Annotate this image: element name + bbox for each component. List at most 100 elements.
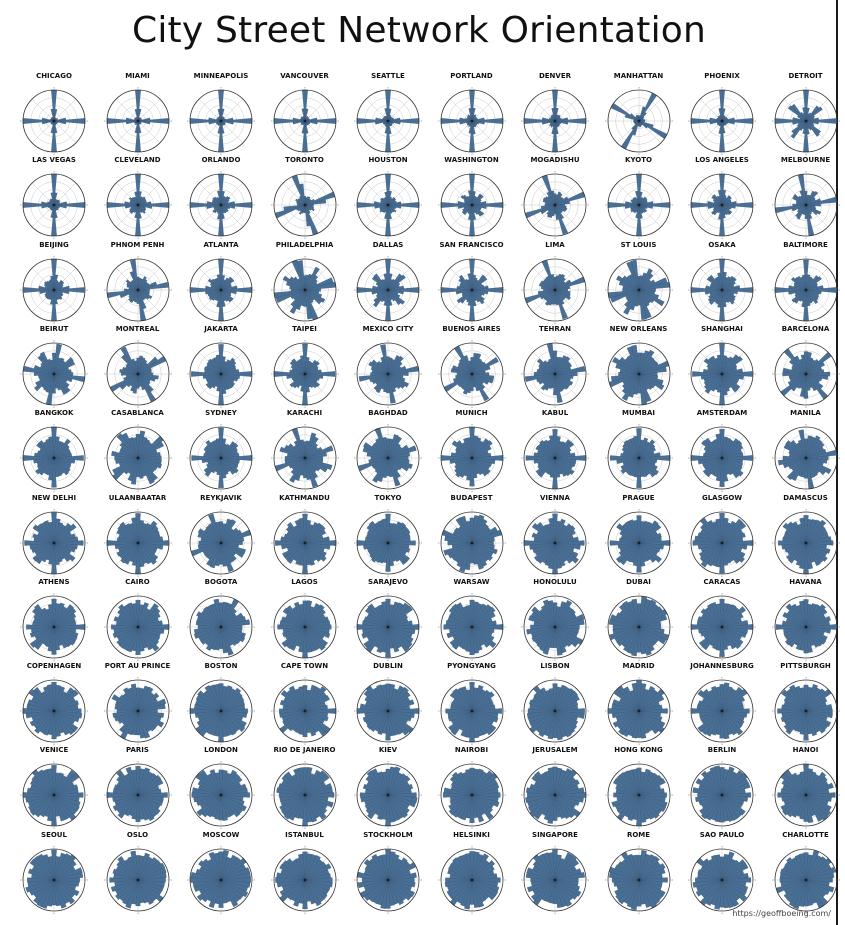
orientation-bar <box>616 626 639 647</box>
orientation-bar <box>785 542 806 560</box>
orientation-bar <box>211 278 222 290</box>
orientation-bar <box>137 458 155 485</box>
orientation-bar <box>301 343 308 374</box>
orientation-bar <box>220 205 229 213</box>
orientation-bar <box>220 626 234 656</box>
center-dot <box>136 456 139 460</box>
orientation-bar <box>451 856 472 880</box>
orientation-bar <box>135 879 140 906</box>
outer-ring <box>189 511 253 574</box>
orientation-bar <box>53 280 65 290</box>
orientation-bar <box>618 356 639 375</box>
orientation-bar <box>547 767 556 796</box>
orientation-bar <box>220 692 243 712</box>
orientation-bar <box>471 276 487 290</box>
orientation-bar <box>304 879 316 904</box>
orientation-bar <box>554 524 576 543</box>
orientation-bar <box>203 458 222 474</box>
orientation-bar <box>471 879 479 908</box>
city-polar-chart: SAN FRANCISCO <box>430 241 514 325</box>
orientation-bar <box>638 532 662 543</box>
orientation-bar <box>384 108 389 122</box>
orientation-bar <box>451 440 472 459</box>
city-polar-chart: KYOTO <box>597 156 681 240</box>
orientation-bar <box>721 542 741 564</box>
orientation-bar <box>215 521 222 543</box>
orientation-bar <box>781 611 806 627</box>
orientation-bar <box>800 354 806 374</box>
orientation-bar <box>304 289 322 304</box>
orientation-bar <box>53 879 61 906</box>
orientation-bar <box>301 108 305 122</box>
orientation-bar <box>304 626 330 638</box>
city-label: MANILA <box>790 409 821 418</box>
polar-histogram <box>521 171 589 240</box>
orientation-bar <box>791 289 806 303</box>
orientation-bar <box>794 289 806 297</box>
city-polar-chart: SEATTLE <box>346 72 430 156</box>
orientation-bar <box>362 710 389 723</box>
polar-histogram <box>437 339 506 408</box>
polar-histogram <box>771 339 840 408</box>
orientation-bar <box>632 519 639 543</box>
city-label: MUMBAI <box>622 409 655 418</box>
polar-histogram <box>354 171 422 240</box>
orientation-bar <box>281 859 305 880</box>
orientation-bar <box>533 371 556 376</box>
city-label: BOSTON <box>204 662 238 671</box>
orientation-bar <box>205 373 222 388</box>
orientation-bar <box>638 205 647 213</box>
orientation-bar <box>53 283 64 290</box>
orientation-bar <box>554 205 560 221</box>
orientation-bar <box>802 514 809 543</box>
center-dot <box>637 372 640 376</box>
outer-ring <box>106 342 169 406</box>
orientation-bar <box>632 436 639 459</box>
orientation-bar <box>108 877 138 883</box>
orientation-bar <box>535 445 556 459</box>
orientation-bar <box>468 768 475 796</box>
orientation-bar <box>110 879 138 892</box>
orientation-bar <box>125 767 138 796</box>
orientation-bar <box>721 532 746 543</box>
orientation-bar <box>451 603 472 627</box>
orientation-bar <box>53 289 63 300</box>
orientation-bar <box>218 769 224 796</box>
orientation-bar <box>638 626 646 654</box>
orientation-bar <box>464 278 472 290</box>
city-label: LOS ANGELES <box>695 156 749 165</box>
polar-histogram <box>187 592 255 661</box>
center-dot <box>386 372 390 376</box>
orientation-bar <box>304 361 320 375</box>
center-dot <box>804 793 807 797</box>
orientation-bar <box>220 373 234 389</box>
orientation-bar <box>387 766 401 796</box>
polar-histogram <box>187 339 255 408</box>
orientation-bar <box>53 539 84 546</box>
orientation-bar <box>387 539 416 546</box>
orientation-bar <box>719 795 725 823</box>
outer-ring <box>690 595 754 659</box>
orientation-bar <box>53 373 62 391</box>
orientation-bar <box>546 205 556 218</box>
city-label: DALLAS <box>372 240 404 249</box>
orientation-bar <box>113 784 138 796</box>
orientation-bar <box>719 626 725 657</box>
orientation-bar <box>638 272 653 290</box>
city-polar-chart: BUDAPEST <box>430 494 514 578</box>
orientation-bar <box>805 458 826 476</box>
outer-ring <box>22 763 86 827</box>
center-dot <box>219 709 223 713</box>
orientation-bar <box>304 862 331 880</box>
center-dot <box>470 288 473 291</box>
orientation-bar <box>50 192 55 206</box>
orientation-bar <box>220 542 245 558</box>
orientation-bar <box>471 536 495 543</box>
orientation-bar <box>461 289 472 297</box>
orientation-bar <box>50 108 55 122</box>
orientation-bar <box>638 695 664 712</box>
center-dot <box>720 625 724 629</box>
center-dot <box>219 372 223 376</box>
orientation-bar <box>554 626 563 656</box>
orientation-bar <box>137 779 163 796</box>
